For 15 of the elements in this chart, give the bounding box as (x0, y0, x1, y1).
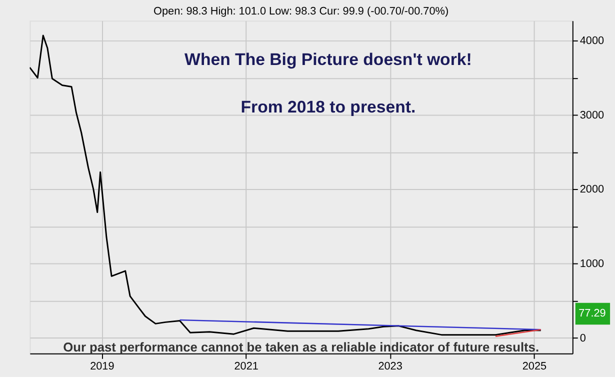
annotation: From 2018 to present. (240, 98, 416, 117)
x-tick-label: 2021 (234, 360, 258, 373)
y-tick-label: 1000 (580, 258, 604, 270)
annotation: When The Big Picture doesn't work! (184, 50, 472, 70)
x-tick-label: 2023 (378, 360, 402, 373)
y-tick-label: 3000 (580, 109, 604, 122)
y-tick-label: 2000 (580, 184, 604, 196)
y-tick-label: 4000 (580, 35, 604, 48)
x-tick-label: 2025 (522, 360, 547, 373)
annotation: Our past performance cannot be taken as a reliable indicator of future results. (63, 339, 540, 354)
y-tick-label: 0 (580, 332, 586, 344)
text: 77.29 (578, 308, 606, 320)
chart-subtitle: Open: 98.3 High: 101.0 Low: 98.3 Cur: 99.9 (-00.70/-00.70%) (154, 6, 449, 18)
x-tick-label: 2019 (90, 360, 114, 373)
line-series (30, 34, 542, 336)
